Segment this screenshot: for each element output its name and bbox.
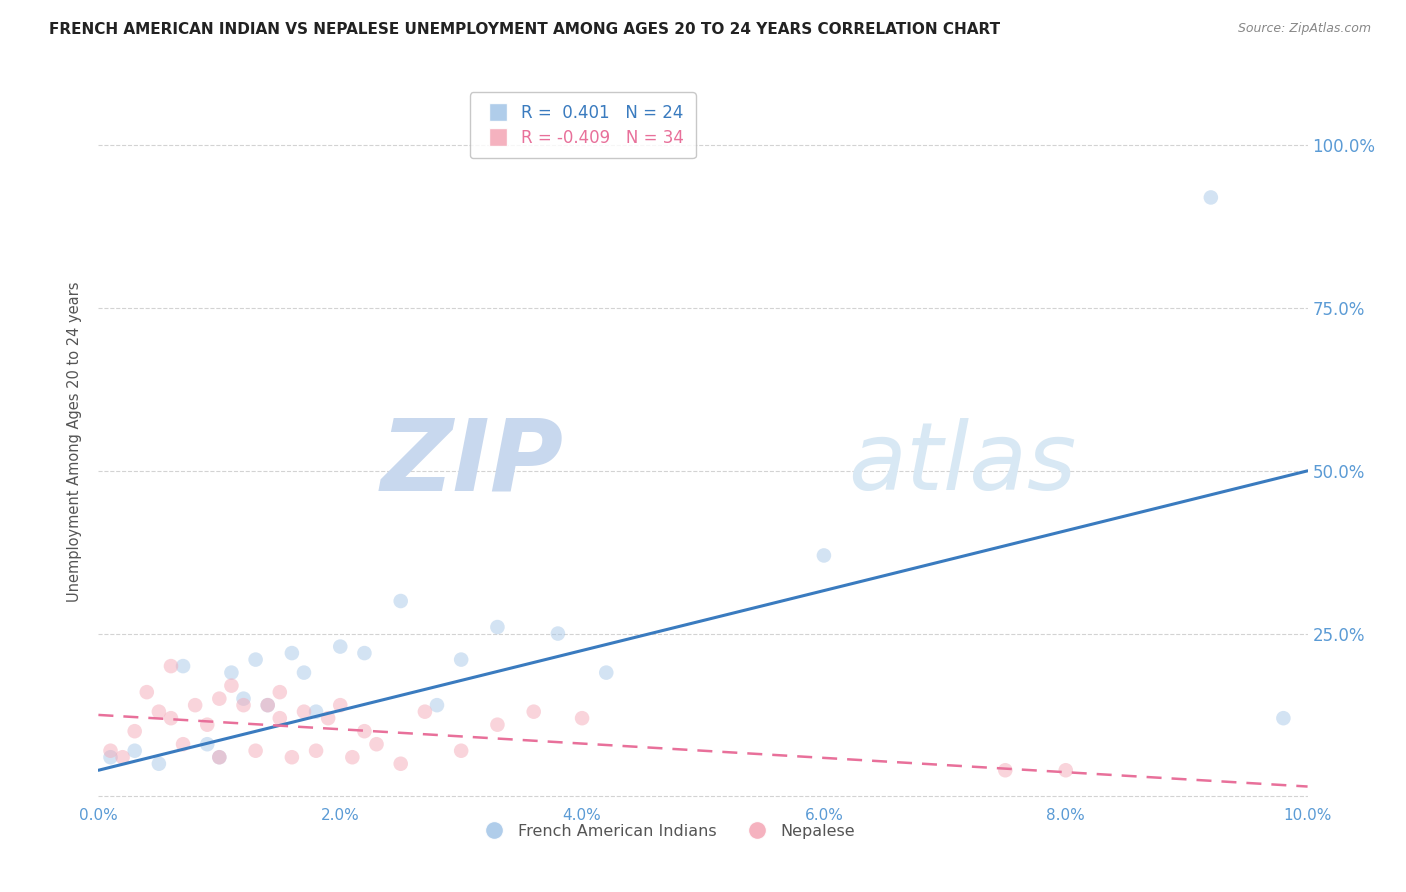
Point (389, 594, 412, 608)
Point (486, 717, 509, 731)
Point (523, 705, 546, 719)
Point (813, 549, 835, 563)
Point (450, 652, 472, 666)
Point (389, 756, 412, 771)
Point (292, 705, 315, 719)
Point (256, 698, 278, 713)
Legend: French American Indians, Nepalese: French American Indians, Nepalese (472, 818, 862, 846)
Point (160, 659, 183, 673)
Point (100, 744, 122, 758)
Point (353, 724, 375, 739)
Text: Source: ZipAtlas.com: Source: ZipAtlas.com (1237, 22, 1371, 36)
Point (256, 698, 278, 713)
Point (160, 711, 183, 725)
Point (184, 698, 207, 713)
Point (342, 750, 364, 764)
Point (281, 750, 304, 764)
Point (281, 646, 304, 660)
Point (269, 685, 291, 699)
Point (100, 750, 122, 764)
Point (305, 705, 328, 719)
Point (994, 764, 1017, 778)
Point (595, 665, 617, 680)
Point (426, 698, 449, 713)
Text: FRENCH AMERICAN INDIAN VS NEPALESE UNEMPLOYMENT AMONG AGES 20 TO 24 YEARS CORREL: FRENCH AMERICAN INDIAN VS NEPALESE UNEMP… (49, 22, 1000, 37)
Point (208, 691, 231, 706)
Text: ZIP: ZIP (381, 415, 564, 512)
Point (172, 737, 194, 751)
Text: atlas: atlas (848, 417, 1077, 508)
Point (148, 756, 170, 771)
Point (232, 691, 254, 706)
Point (413, 705, 436, 719)
Point (208, 750, 231, 764)
Point (1272, 711, 1295, 725)
Point (366, 737, 388, 751)
Point (1054, 764, 1077, 778)
Point (486, 620, 509, 634)
Point (221, 665, 243, 680)
Point (292, 665, 315, 680)
Point (1199, 190, 1222, 204)
Point (571, 711, 593, 725)
Point (547, 626, 569, 640)
Point (111, 750, 134, 764)
Point (135, 685, 157, 699)
Point (124, 724, 146, 739)
Point (245, 744, 267, 758)
Point (269, 711, 291, 725)
Point (195, 737, 218, 751)
Point (124, 744, 146, 758)
Point (353, 646, 375, 660)
Point (316, 711, 339, 725)
Point (148, 705, 170, 719)
Point (450, 744, 472, 758)
Point (221, 679, 243, 693)
Point (232, 698, 254, 713)
Point (329, 698, 352, 713)
Point (208, 750, 231, 764)
Point (172, 659, 194, 673)
Point (329, 640, 352, 654)
Y-axis label: Unemployment Among Ages 20 to 24 years: Unemployment Among Ages 20 to 24 years (67, 281, 83, 602)
Point (195, 717, 218, 731)
Point (245, 652, 267, 666)
Point (305, 744, 328, 758)
